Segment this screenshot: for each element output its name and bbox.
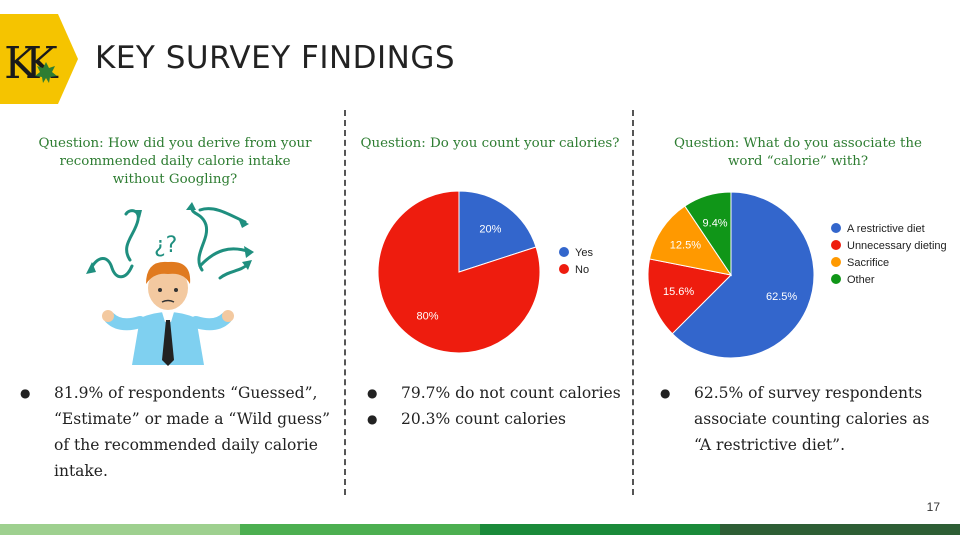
pie-data-label: 80%	[417, 310, 439, 322]
legend-label: Yes	[575, 247, 593, 259]
list-item: 79.7% do not count calories	[367, 380, 629, 406]
list-item: 62.5% of survey respondents associate co…	[660, 380, 950, 458]
pie-data-label: 15.6%	[663, 286, 694, 298]
calorie-association-pie-chart: 62.5% 15.6% 12.5%9.4% A restrictive diet Unn…	[647, 191, 947, 359]
pie-slice-sacrifice	[648, 205, 733, 276]
page-title: KEY SURVEY FINDINGS	[95, 40, 456, 76]
legend-label: Other	[847, 274, 875, 286]
legend-label: Sacrifice	[847, 257, 889, 269]
leaf-icon	[35, 62, 57, 83]
legend-label: No	[575, 264, 589, 276]
pie-slice-no	[377, 190, 541, 354]
legend-label: A restrictive diet	[847, 223, 925, 235]
list-item: 81.9% of respondents “Guessed”, “Estimat…	[20, 380, 340, 484]
pie-data-label: 62.5%	[766, 291, 797, 303]
pie-data-label: 20%	[479, 224, 501, 236]
logo-hexagon	[0, 14, 78, 104]
legend-marker	[831, 223, 841, 233]
legend-marker	[831, 274, 841, 284]
legend-label: Unnecessary dieting	[847, 240, 947, 252]
pie-slice-unnecessary-dieting	[647, 258, 733, 335]
bullet-list-2: 79.7% do not count calories 20.3% count …	[367, 380, 629, 432]
pie-data-label: 9.4%	[703, 218, 728, 230]
column-divider-right	[632, 110, 634, 495]
page-number: 17	[926, 500, 940, 514]
logo: KK	[0, 14, 78, 104]
legend-marker	[831, 240, 841, 250]
footer-segment	[240, 524, 480, 535]
calorie-count-pie-chart: 20% 80% Yes No	[377, 190, 593, 354]
column-divider-left	[344, 110, 346, 495]
bullet-list-1: 81.9% of respondents “Guessed”, “Estimat…	[20, 380, 340, 484]
pie-slice-yes	[458, 190, 537, 273]
legend-marker	[559, 264, 569, 274]
svg-text:¿?: ¿?	[154, 233, 177, 258]
footer-segment	[720, 524, 960, 535]
question-2: Question: Do you count your calories?	[360, 136, 620, 151]
question-1: Question: How did you derive from your r…	[38, 136, 312, 187]
pie-slice-other	[684, 191, 732, 277]
footer-bar	[0, 524, 960, 535]
question-3: Question: What do you associate the word…	[674, 136, 922, 169]
confused-man-icon: ¿?	[86, 202, 254, 366]
pie-slice-a-restrictive-diet	[671, 191, 815, 359]
footer-segment	[0, 524, 240, 535]
footer-segment	[480, 524, 720, 535]
bullet-list-3: 62.5% of survey respondents associate co…	[660, 380, 950, 458]
legend-marker	[559, 247, 569, 257]
list-item: 20.3% count calories	[367, 406, 629, 432]
pie-data-label: 12.5%	[670, 240, 701, 252]
legend-marker	[831, 257, 841, 267]
